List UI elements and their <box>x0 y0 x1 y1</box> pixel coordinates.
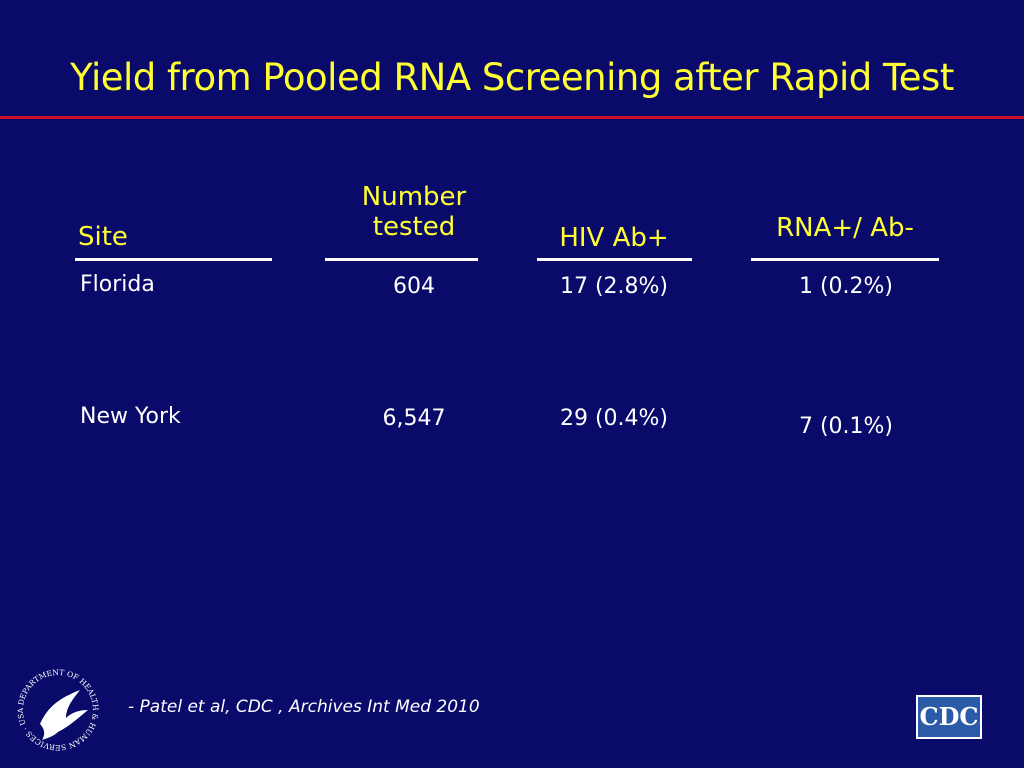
table-cell: 6,547 <box>382 406 446 431</box>
table-cell: New York <box>80 404 181 429</box>
table-cell: Florida <box>80 272 155 297</box>
cdc-logo-text: CDC <box>918 697 980 737</box>
cdc-logo: CDC <box>916 695 982 739</box>
table-cell: 7 (0.1%) <box>798 414 894 439</box>
table-cell: 1 (0.2%) <box>798 274 894 299</box>
title-rule <box>0 116 1024 119</box>
column-header: RNA+/ Ab- <box>776 213 914 243</box>
table-cell: 604 <box>393 274 435 299</box>
header-underline <box>325 258 478 261</box>
column-header: Site <box>78 222 128 252</box>
slide-title: Yield from Pooled RNA Screening after Ra… <box>70 56 954 99</box>
header-underline <box>75 258 272 261</box>
column-header: Number tested <box>361 182 467 242</box>
header-underline <box>751 258 939 261</box>
table-cell: 29 (0.4%) <box>559 406 669 431</box>
hhs-seal: DEPARTMENT OF HEALTH & HUMAN SERVICES · … <box>16 668 100 752</box>
header-underline <box>537 258 692 261</box>
seal-eagle <box>40 690 88 740</box>
table-cell: 17 (2.8%) <box>559 274 669 299</box>
column-header: HIV Ab+ <box>559 223 669 253</box>
citation: - Patel et al, CDC , Archives Int Med 20… <box>128 697 480 717</box>
